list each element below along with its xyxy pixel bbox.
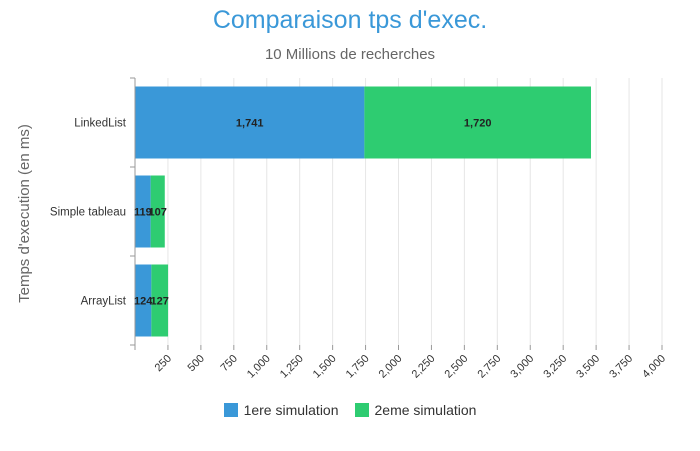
x-tick-label: 3,500 [574,353,602,381]
chart-subtitle: 10 Millions de recherches [264,46,436,63]
x-tick-label: 750 [218,353,239,374]
x-tick-label: 4,000 [640,353,668,381]
y-axis-title: Temps d'execution (en ms) [16,124,33,303]
legend-swatch [223,403,238,417]
chart-title: Comparaison tps d'exec. [212,6,488,34]
x-tick-label: 3,750 [607,353,635,381]
x-tick-label: 2,250 [410,353,438,381]
category-label: Simple tableau [50,207,126,219]
x-tick-label: 1,250 [278,353,306,381]
x-tick-label: 500 [186,353,207,374]
x-tick-label: 1,000 [245,353,273,381]
legend: 1ere simulation 2eme simulation [0,402,700,418]
bar-linkedlist-series-1[interactable] [135,86,365,159]
bar-simple-tableau-series-1[interactable] [135,175,151,248]
legend-label: 2eme simulation [374,402,477,418]
data-label: 1,741 [236,118,264,130]
x-tick-label: 2,000 [377,353,405,381]
x-tick-label: 3,250 [541,353,569,381]
bar-chart: 250 500 750 1,000 1,250 1,500 1,750 2,000 2,250 2… [16,77,668,381]
bar-simple-tableau-series-2[interactable] [150,175,165,248]
x-tick-label: 1,750 [344,353,372,381]
bar-arraylist-series-1[interactable] [135,264,152,337]
bar-arraylist-series-2[interactable] [151,264,169,337]
data-label: 127 [151,296,169,308]
data-label: 119 [134,207,152,219]
x-tick-label: 3,000 [508,353,536,381]
legend-swatch [354,403,369,417]
category-label: LinkedList [74,118,127,130]
category-label: ArrayList [81,296,127,308]
bar-linkedlist-series-2[interactable] [364,86,591,159]
legend-item-series-1[interactable]: 1ere simulation [223,402,339,418]
bars [135,86,591,337]
data-label: 124 [134,296,153,308]
data-label: 1,720 [464,118,492,130]
data-label: 107 [149,207,167,219]
x-tick-label: 250 [153,353,174,374]
x-tick-label: 1,500 [311,353,339,381]
legend-item-series-2[interactable]: 2eme simulation [354,402,477,418]
x-tick-label: 2,750 [475,353,503,381]
x-tick-label: 2,500 [443,353,471,381]
legend-label: 1ere simulation [243,402,339,418]
